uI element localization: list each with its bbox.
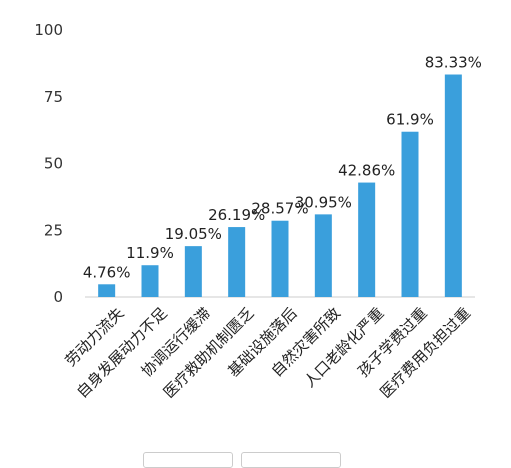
y-axis-ticks: 0 25 50 75 100 [34,21,63,306]
bar [401,131,419,297]
bar [444,74,462,297]
data-label: 61.9% [386,111,434,129]
data-label: 30.95% [295,193,352,211]
data-label: 42.86% [338,162,395,180]
category-labels: 劳动力流失自身发展动力不足协调运行缓滞医疗救助机制匮乏基础设施落后自然灾害所致人… [62,304,474,402]
data-labels: 4.76%11.9%19.05%26.19%28.57%30.95% 42.86%… [83,54,482,282]
bar [358,182,376,297]
bar [141,265,159,297]
y-tick-label: 75 [44,88,63,106]
bar [184,246,202,297]
bottom-tab-left[interactable] [143,452,233,468]
data-label: 28.57% [251,200,308,218]
bar [314,214,332,297]
data-label: 19.05% [165,225,222,243]
data-label: 11.9% [126,244,174,262]
y-tick-label: 0 [53,288,63,306]
bar-chart: 0 25 50 75 100 4.76%11.9%19.05%26.19%28.57%3… [34,21,482,402]
data-label: 26.19% [208,206,265,224]
y-tick-label: 100 [34,21,63,39]
bottom-tab-right[interactable] [241,452,341,468]
bar [98,284,116,297]
bar [271,220,289,297]
bars [98,74,462,297]
data-label: 83.33% [425,54,482,72]
data-label: 4.76% [83,263,131,281]
y-tick-label: 25 [44,221,63,239]
bar [228,227,246,297]
y-tick-label: 50 [44,155,63,173]
